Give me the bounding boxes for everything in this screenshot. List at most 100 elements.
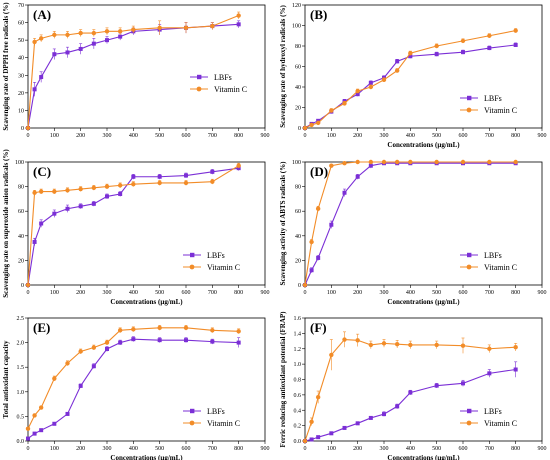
x-tick-label: 400 xyxy=(406,290,415,296)
panel-A: 0 100 200 300 400 500 600 700 800 900 0 10 20 30 40 50 6… xyxy=(2,2,270,139)
x-tick-label: 200 xyxy=(353,290,362,296)
data-point xyxy=(78,46,83,51)
data-point xyxy=(118,340,123,345)
series-vitamin-c xyxy=(25,325,241,431)
data-point xyxy=(91,345,97,350)
data-point xyxy=(434,52,439,57)
x-tick-label: 100 xyxy=(327,446,336,452)
data-point xyxy=(236,163,241,168)
data-point xyxy=(26,436,30,441)
panel-label: (C) xyxy=(33,164,51,179)
y-tick-label: 30 xyxy=(18,73,24,79)
x-tick-label: 400 xyxy=(129,290,138,296)
x-tick-label: 200 xyxy=(76,133,85,139)
data-point xyxy=(210,339,215,344)
data-point xyxy=(78,204,83,209)
data-point xyxy=(52,376,57,381)
x-tick-label: 500 xyxy=(432,133,441,139)
data-point xyxy=(434,342,439,348)
data-point xyxy=(25,426,31,431)
x-tick-label: 100 xyxy=(327,290,336,296)
panel-F: 0 100 200 300 400 500 600 700 800 900 0.0 0.2 0.4 0.6… xyxy=(279,311,547,460)
data-point xyxy=(302,125,308,131)
data-point xyxy=(65,411,70,416)
data-point xyxy=(32,190,37,195)
y-axis-label: Total antioxidant capacity xyxy=(2,340,10,418)
y-tick-label: 100 xyxy=(292,24,301,30)
x-tick-label: 700 xyxy=(485,133,494,139)
data-point xyxy=(131,337,136,342)
data-point xyxy=(408,54,413,59)
x-tick-label: 800 xyxy=(234,446,243,452)
x-tick-label: 0 xyxy=(27,290,30,296)
data-point xyxy=(78,349,83,354)
y-tick-label: 0 xyxy=(298,126,301,132)
x-tick-label: 800 xyxy=(234,133,243,139)
data-point xyxy=(394,341,400,347)
data-point xyxy=(91,30,97,36)
y-tick-label: 60 xyxy=(295,209,301,215)
x-tick-label: 400 xyxy=(406,133,415,139)
y-tick-label: 0 xyxy=(298,283,301,289)
x-tick-label: 800 xyxy=(511,290,520,296)
legend-marker xyxy=(196,86,202,92)
x-tick-label: 600 xyxy=(459,290,468,296)
x-tick-label: 600 xyxy=(182,446,191,452)
legend-marker xyxy=(466,420,472,426)
x-tick-label: 0 xyxy=(27,133,30,139)
data-point xyxy=(329,163,334,168)
x-tick-label: 900 xyxy=(261,290,270,296)
legend: LBFs Vitamin C xyxy=(183,407,240,428)
x-tick-label: 700 xyxy=(208,290,217,296)
x-tick-label: 500 xyxy=(155,290,164,296)
y-tick-label: 0.5 xyxy=(17,414,25,420)
data-point xyxy=(32,239,37,244)
x-tick-label: 900 xyxy=(261,446,270,452)
x-tick-label: 500 xyxy=(432,290,441,296)
data-point xyxy=(105,194,109,199)
legend: LBFs Vitamin C xyxy=(460,94,517,115)
legend: LBFs Vitamin C xyxy=(460,251,517,272)
data-point xyxy=(329,108,334,113)
data-point xyxy=(78,186,83,192)
data-point xyxy=(342,161,347,166)
y-tick-label: 20 xyxy=(295,106,301,112)
x-tick-label: 300 xyxy=(380,290,389,296)
series-lbfs xyxy=(26,165,241,287)
data-point xyxy=(368,80,373,85)
x-tick-label: 400 xyxy=(406,446,415,452)
y-tick-label: 80 xyxy=(18,185,24,191)
data-point xyxy=(117,328,123,333)
data-point xyxy=(39,221,44,226)
legend-marker xyxy=(190,408,195,414)
data-point xyxy=(309,437,314,442)
y-tick-label: 100 xyxy=(292,160,301,166)
data-point xyxy=(355,338,360,343)
data-point xyxy=(65,206,70,211)
legend: LBFs Vitamin C xyxy=(183,251,240,272)
data-point xyxy=(315,394,321,400)
y-tick-label: 0.6 xyxy=(294,393,302,399)
x-tick-label: 600 xyxy=(182,133,191,139)
plot-frame xyxy=(27,317,266,442)
data-point xyxy=(342,425,347,430)
data-point xyxy=(65,188,70,193)
x-tick-label: 400 xyxy=(129,133,138,139)
data-point xyxy=(25,125,31,131)
x-tick-label: 800 xyxy=(511,446,520,452)
data-point xyxy=(52,32,57,38)
panel-label: (A) xyxy=(33,7,51,22)
x-axis-label: Concentrations (μg/mL) xyxy=(387,298,460,306)
y-tick-label: 10 xyxy=(18,108,24,114)
y-tick-label: 0.0 xyxy=(294,439,302,445)
y-tick-label: 0.0 xyxy=(17,439,25,445)
y-tick-label: 80 xyxy=(295,44,301,50)
data-point xyxy=(355,421,360,426)
data-point xyxy=(408,390,413,395)
data-point xyxy=(461,381,465,386)
data-point xyxy=(91,201,96,206)
panel-E: 0 100 200 300 400 500 600 700 800 900 0.0 0.5 1.0 1.5… xyxy=(2,316,270,460)
y-tick-label: 0.2 xyxy=(294,424,302,430)
legend-marker xyxy=(467,408,472,414)
y-tick-label: 40 xyxy=(18,234,24,240)
